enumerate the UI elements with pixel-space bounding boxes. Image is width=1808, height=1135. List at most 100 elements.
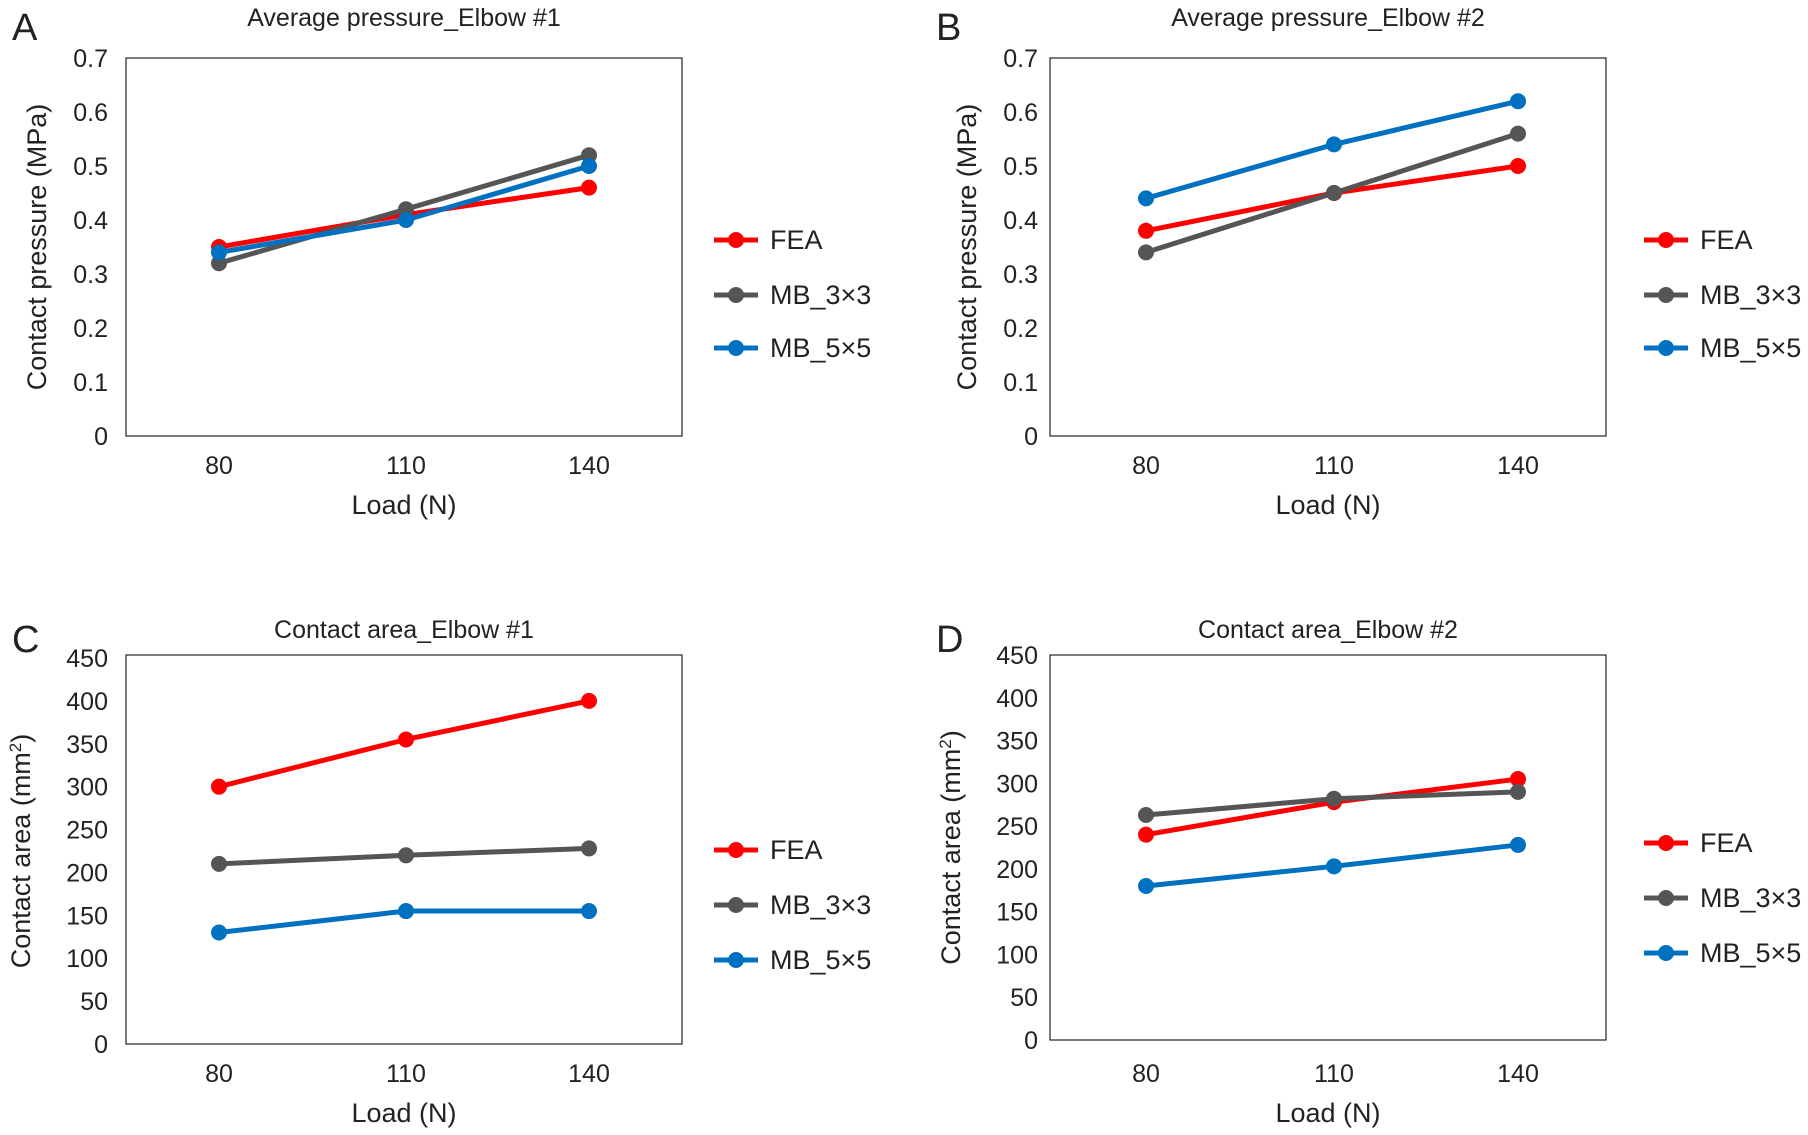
y-tick-label: 0.7 (1003, 45, 1038, 73)
y-tick-label: 0.3 (73, 261, 108, 289)
legend-marker (1658, 945, 1674, 961)
y-tick-label: 0.1 (1003, 369, 1038, 397)
panel-letter: D (936, 619, 963, 661)
x-tick-label: 110 (1314, 452, 1354, 480)
data-point (1138, 222, 1154, 239)
y-tick-label: 50 (1010, 984, 1038, 1012)
y-tick-label: 450 (66, 645, 108, 673)
x-tick-label: 80 (1132, 1060, 1160, 1088)
data-point (1326, 790, 1342, 807)
x-axis-label: Load (N) (1275, 490, 1380, 520)
x-tick-label: 80 (1132, 452, 1160, 480)
x-axis-label: Load (N) (1275, 1098, 1380, 1128)
y-tick-label: 0.2 (73, 315, 108, 343)
data-point (1138, 826, 1154, 843)
x-axis-label: Load (N) (351, 490, 456, 520)
data-point (1510, 125, 1526, 142)
y-tick-label: 250 (996, 813, 1038, 841)
y-axis-label-superscript: 2 (936, 739, 955, 748)
x-axis-label: Load (N) (351, 1098, 456, 1128)
chart-panel-A: A Average pressure_Elbow #1 0 0.1 0.2 0.3 0.4 0… (12, 4, 871, 520)
chart-panel-D: D Contact area_Elbow #2 0 50 100 150 200 250 300… (936, 616, 1802, 1128)
chart-panel-B: B Average pressure_Elbow #2 0 0.1 0.2 0.3 0.4 0… (936, 4, 1801, 520)
x-tick-label: 140 (568, 1060, 610, 1088)
data-point (1510, 93, 1526, 110)
y-axis-label: Contact pressure (MPa) (952, 104, 982, 391)
y-tick-label: 0.4 (73, 207, 108, 235)
y-tick-label: 0.2 (1003, 315, 1038, 343)
data-point (211, 778, 227, 795)
legend-label: MB_3×3 (770, 280, 871, 310)
legend-label: MB_5×5 (770, 945, 871, 975)
y-axis-label: Contact area (mm2) (936, 730, 967, 965)
data-point (1326, 136, 1342, 153)
data-point (581, 840, 597, 857)
legend-label: FEA (770, 835, 823, 865)
legend-label: FEA (1700, 225, 1753, 255)
y-tick-label: 0.5 (1003, 153, 1038, 181)
data-point (581, 158, 597, 174)
data-point (398, 731, 414, 748)
data-point (1510, 158, 1526, 174)
legend-marker (728, 842, 744, 858)
y-tick-label: 50 (80, 988, 108, 1016)
y-axis-label-text: Contact area (mm (936, 749, 966, 965)
legend-label: MB_5×5 (770, 333, 871, 363)
y-tick-label: 150 (996, 899, 1038, 927)
legend-label: FEA (1700, 828, 1753, 858)
data-point (1138, 244, 1154, 261)
legend-marker (1658, 287, 1674, 303)
chart-panel-C: C Contact area_Elbow #1 0 50 100 150 200 250 300… (6, 616, 872, 1128)
y-tick-label: 300 (996, 770, 1038, 798)
y-tick-label: 0.1 (73, 369, 108, 397)
y-tick-label: 0.7 (73, 45, 108, 73)
legend-label: FEA (770, 225, 823, 255)
x-tick-label: 80 (205, 452, 233, 480)
legend-marker (728, 232, 744, 248)
data-point (1510, 771, 1526, 788)
y-tick-label: 450 (996, 642, 1038, 670)
plot-area (125, 57, 683, 437)
y-tick-label: 100 (66, 945, 108, 973)
y-tick-label: 0.6 (1003, 99, 1038, 127)
y-axis-label-superscript: 2 (6, 743, 25, 752)
data-point (398, 847, 414, 864)
y-tick-label: 200 (996, 856, 1038, 884)
legend-marker (1658, 890, 1674, 906)
data-point (211, 924, 227, 941)
legend-label: MB_3×3 (770, 890, 871, 920)
y-tick-label: 100 (996, 941, 1038, 969)
y-tick-label: 0 (1024, 1027, 1038, 1055)
y-axis-label-tail: ) (936, 730, 966, 739)
data-point (211, 244, 227, 261)
data-point (1326, 858, 1342, 875)
data-point (398, 212, 414, 228)
data-point (1138, 190, 1154, 207)
y-tick-label: 250 (66, 817, 108, 845)
panel-letter: B (936, 7, 961, 49)
chart-title: Contact area_Elbow #2 (1198, 616, 1458, 644)
data-point (1510, 836, 1526, 853)
x-tick-label: 110 (386, 1060, 426, 1088)
plot-area (1049, 57, 1607, 437)
data-point (398, 903, 414, 920)
legend-marker (728, 952, 744, 968)
legend-marker (1658, 232, 1674, 248)
y-tick-label: 0.5 (73, 153, 108, 181)
data-point (1138, 806, 1154, 823)
y-axis-label-text: Contact pressure (MPa) (952, 104, 982, 391)
x-tick-label: 140 (1497, 452, 1539, 480)
legend-marker (728, 340, 744, 356)
legend-marker (1658, 835, 1674, 851)
data-point (581, 903, 597, 920)
y-axis-label: Contact area (mm2) (6, 734, 37, 969)
y-axis-label-text: Contact pressure (MPa) (22, 104, 52, 391)
data-point (581, 179, 597, 196)
legend-label: MB_3×3 (1700, 883, 1801, 913)
x-tick-label: 140 (1497, 1060, 1539, 1088)
x-tick-label: 110 (386, 452, 426, 480)
panel-letter: C (12, 619, 39, 661)
data-point (211, 855, 227, 872)
y-tick-label: 0.6 (73, 99, 108, 127)
data-point (581, 692, 597, 709)
